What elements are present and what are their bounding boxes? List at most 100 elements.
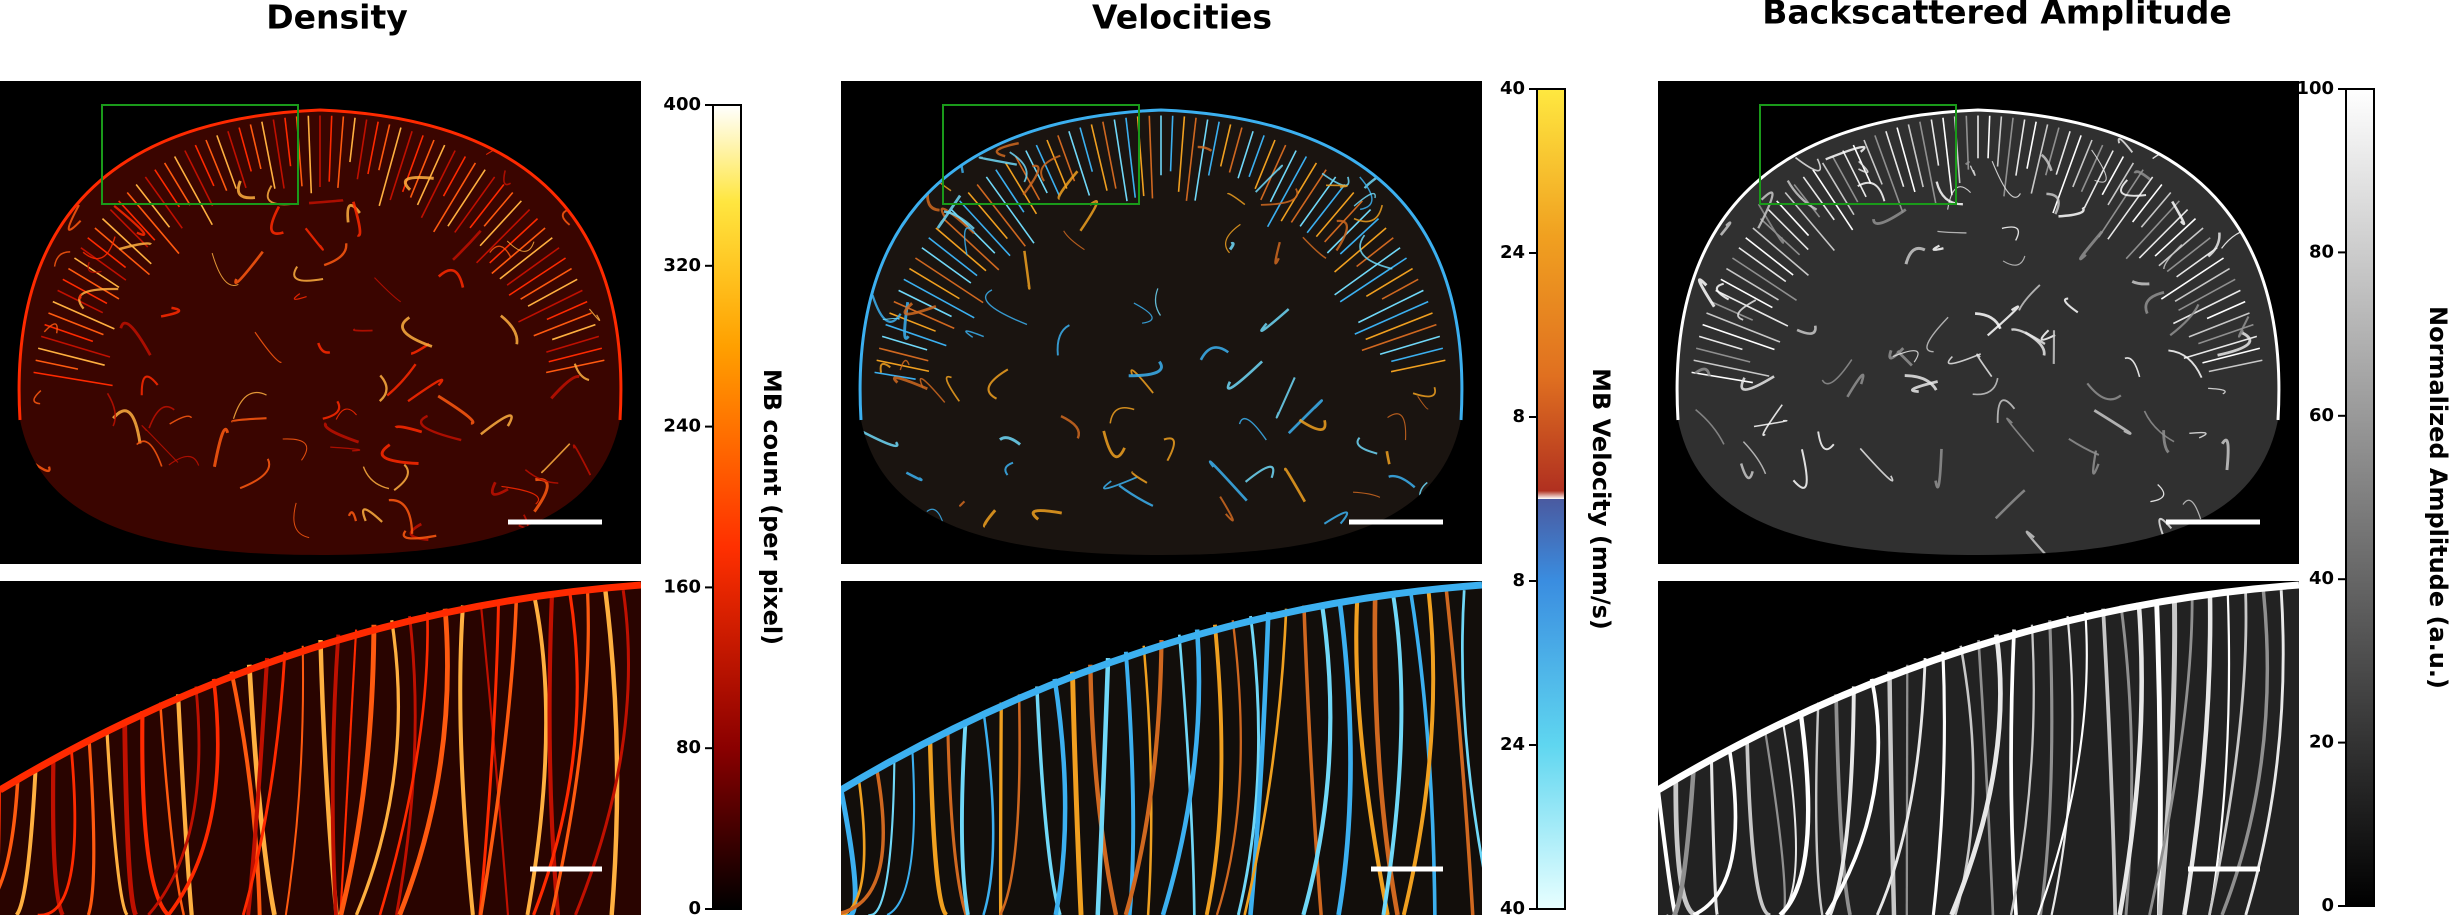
vessel: [1226, 192, 1246, 206]
vessels: [860, 115, 1446, 544]
vessel: [238, 127, 253, 172]
vessel: [1896, 127, 1916, 193]
vessel: [44, 323, 94, 343]
vessel: [1911, 380, 1939, 393]
vessel: [437, 394, 475, 425]
vessel: [1365, 267, 1413, 298]
vessel: [1169, 115, 1174, 172]
vessel: [1194, 119, 1209, 201]
vessel: [1266, 156, 1308, 228]
vessel: [1863, 139, 1883, 185]
vessel: [409, 139, 435, 198]
vessel: [903, 278, 975, 319]
vessel: [2143, 410, 2175, 443]
vessels: [841, 581, 1482, 915]
vessel: [1965, 115, 1970, 170]
vessel: [349, 117, 356, 163]
vessel: [101, 218, 152, 265]
vessel: [2220, 438, 2230, 471]
panel-title: Density: [266, 0, 408, 37]
vessel: [1035, 144, 1060, 196]
vessel: [881, 335, 928, 351]
vessel: [1931, 651, 1946, 915]
vessel: [293, 266, 324, 282]
vessel: [1697, 278, 1716, 308]
vessel: [1225, 223, 1241, 254]
vessel: [323, 422, 360, 444]
colorbar-label: MB Velocity (mm/s): [1587, 368, 1615, 630]
vessels: [0, 581, 641, 915]
vessel: [960, 719, 970, 915]
vessel: [1379, 335, 1441, 356]
vessel: [490, 481, 509, 496]
vessel: [1796, 325, 1817, 335]
vessel: [982, 710, 995, 915]
vessel: [499, 237, 553, 280]
vessel: [841, 778, 866, 915]
vessel: [458, 605, 475, 915]
vessel: [886, 747, 916, 915]
vessel: [1060, 415, 1080, 439]
colorbar-label: MB count (per pixel): [758, 369, 786, 645]
vessel: [520, 267, 572, 300]
vessel: [2208, 359, 2263, 373]
vessel: [1315, 191, 1355, 238]
zoom-box: [942, 104, 1140, 205]
colorbar-tick-label: 400: [663, 94, 701, 115]
vessel: [2237, 316, 2250, 338]
vessel: [1040, 154, 1061, 182]
vessel: [118, 242, 152, 251]
vessel: [893, 300, 955, 330]
vessel: [1103, 476, 1138, 490]
vessel: [533, 477, 549, 513]
vessel: [967, 191, 1008, 240]
vessel: [1942, 117, 1953, 196]
vessel: [1070, 671, 1084, 915]
vessel: [995, 141, 1019, 158]
vessel: [1726, 267, 1779, 301]
vessel: [53, 251, 71, 267]
vessel: [166, 678, 220, 915]
vessel: [374, 277, 402, 303]
vessel: [985, 289, 1028, 326]
vessel: [2009, 624, 2035, 915]
vessel: [1821, 162, 1855, 216]
vessel: [293, 293, 307, 300]
vessel: [547, 593, 561, 915]
vessel: [78, 287, 119, 310]
colorbar-tick-label: 20: [2309, 732, 2334, 753]
vessel: [1792, 449, 1808, 489]
colorbar: [1536, 88, 1566, 910]
vessel: [874, 371, 916, 380]
vessel: [2091, 149, 2107, 183]
vessel: [1846, 373, 1865, 398]
vessel: [378, 124, 391, 171]
vessel: [1238, 417, 1267, 441]
colorbar-tick-label: 320: [663, 255, 701, 276]
vessel: [1972, 377, 1999, 396]
vessel: [1926, 316, 1949, 353]
vessel: [307, 115, 313, 194]
vessel: [1905, 664, 1909, 915]
vessel: [1079, 127, 1094, 172]
vessel: [978, 156, 1018, 166]
vessel: [1004, 162, 1038, 215]
vessel: [1665, 768, 1696, 915]
vessel: [1991, 160, 2021, 198]
vessel: [882, 317, 900, 321]
vessel: [1814, 702, 1824, 915]
zoom-box: [1759, 104, 1957, 205]
vessel: [1695, 347, 1751, 363]
vessel: [1236, 615, 1261, 915]
vessel: [35, 359, 79, 370]
vessel: [1359, 176, 1373, 211]
vessel: [2080, 144, 2104, 193]
vessel: [1715, 282, 1730, 301]
vessel: [105, 728, 129, 915]
colorbar-tick-label: 0: [688, 898, 701, 915]
vessel: [2037, 612, 2088, 915]
vessel: [1025, 150, 1048, 194]
vessel: [1354, 300, 1429, 335]
vessel: [94, 227, 151, 276]
